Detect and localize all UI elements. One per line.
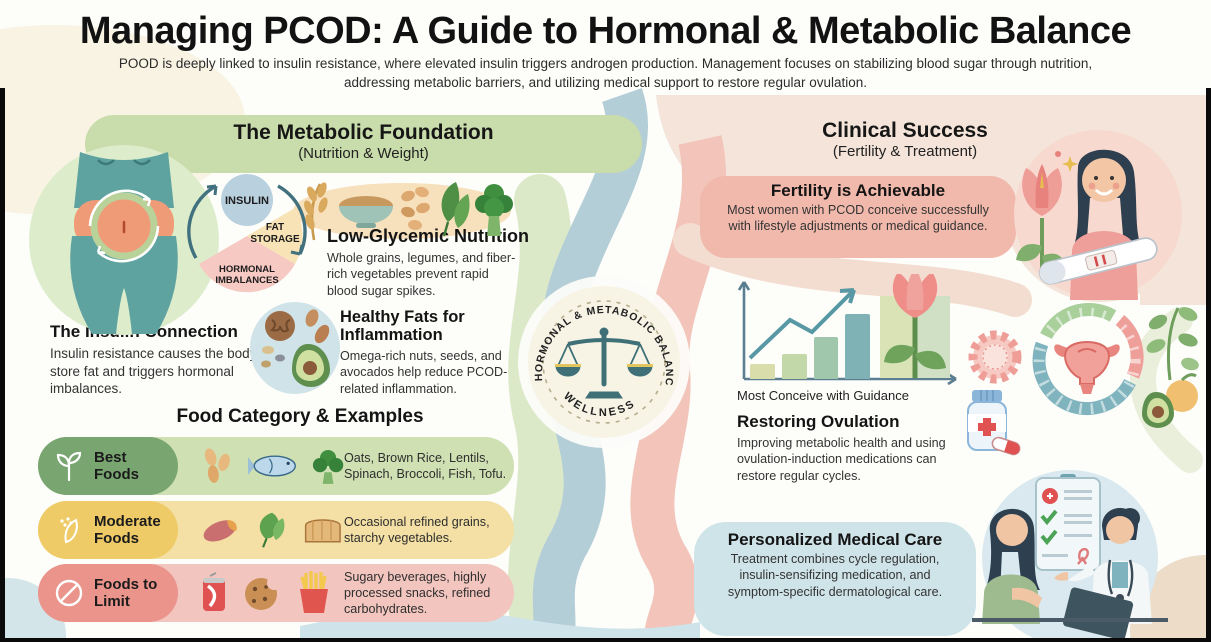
restoring-ovulation-title: Restoring Ovulation [737, 412, 900, 431]
soda-can-icon [203, 572, 225, 611]
food-row-moderate: Moderate Foods Occasional refined grains… [38, 501, 514, 559]
clinical-success-subtitle: (Fertility & Treatment) [832, 143, 978, 160]
avocado-plant-icon [1136, 300, 1206, 440]
uterus-icon [1054, 341, 1120, 394]
wheat-icon [304, 182, 328, 241]
svg-text:FAT: FAT [266, 222, 284, 233]
cookie-icon [245, 576, 281, 610]
svg-text:STORAGE: STORAGE [250, 234, 300, 245]
moderate-foods-pill: Moderate Foods [38, 501, 178, 559]
conception-bar [781, 354, 807, 379]
fertility-illustration [1012, 128, 1184, 300]
fertility-title: Fertility is Achievable [770, 181, 946, 200]
healthy-fats-title: Healthy Fats for Inflammation [340, 308, 465, 345]
food-row-best: Best Foods Oats, Brown Rice, Lentils, Sp [38, 437, 514, 495]
insulin-cycle-diagram: INSULIN FAT STORAGE HORMONAL IMBALANCES [178, 168, 316, 310]
fertility-body: Most women with PCOD conceive successful… [727, 203, 989, 234]
conception-bar [813, 337, 839, 379]
food-table-title: Food Category & Examples [176, 406, 424, 427]
grain-leaf-icon [60, 517, 78, 544]
chart-axes [737, 281, 957, 386]
conception-bars [750, 279, 870, 379]
fertility-banner: Fertility is Achievable Most women with … [700, 176, 1016, 258]
personalized-care-banner: Personalized Medical Care Treatment comb… [694, 522, 976, 636]
limit-foods-pill: Foods to Limit [38, 564, 178, 622]
wellness-badge: HORMONAL & METABOLIC BALANCE WELLNESS [524, 277, 680, 438]
patient-icon [982, 508, 1042, 624]
grain-bowl-icon [339, 196, 393, 228]
cycle-uterus-icon [1028, 302, 1146, 420]
ovum-icon [964, 326, 1026, 388]
page-title: Managing PCOD: A Guide to Hormonal & Met… [79, 10, 1132, 52]
metabolic-foundation-title: The Metabolic Foundation [233, 121, 494, 144]
limit-foods-icons [178, 571, 344, 615]
bread-icon [305, 519, 342, 543]
restoring-ovulation-body: Improving metabolic health and using ovu… [737, 436, 946, 483]
personalized-care-body: Treatment combines cycle regulation, ins… [727, 552, 943, 599]
healthy-fats-icons [256, 306, 340, 392]
limit-foods-label: Foods to Limit [94, 575, 158, 610]
best-foods-label: Best Foods [94, 448, 139, 483]
insulin-connection-body: Insulin resistance causes the body to st… [50, 346, 272, 397]
personalized-care-title: Personalized Medical Care [727, 530, 943, 549]
doctor-icon [1054, 508, 1152, 641]
fries-icon [300, 571, 328, 613]
svg-text:HORMONAL: HORMONAL [219, 264, 275, 275]
svg-text:IMBALANCES: IMBALANCES [215, 275, 278, 286]
food-row-limit: Foods to Limit Sugary beverages, highly … [38, 564, 514, 622]
medicine-bottle-icon [962, 388, 1022, 458]
page-subtitle: POOD is deeply linked to insulin resista… [118, 56, 1093, 90]
broccoli-icon [475, 184, 513, 236]
oats-icon [204, 448, 230, 483]
sparkle-icon [1062, 156, 1078, 172]
pregnancy-test-icon [1038, 237, 1158, 285]
walnut-icon [265, 311, 295, 341]
frame-edge-bottom [0, 638, 1211, 642]
seed-icon [275, 354, 285, 362]
chart-caption: Most Conceive with Guidance [737, 388, 909, 403]
almond-icon [305, 309, 319, 327]
best-foods-examples: Oats, Brown Rice, Lentils, Spinach, Broc… [344, 450, 507, 481]
seed-icon [262, 346, 274, 354]
healthy-fats-body: Omega-rich nuts, seeds, and avocados hel… [340, 349, 508, 396]
body-metabolism-illustration [28, 138, 220, 338]
balance-scale-icon [555, 327, 653, 399]
trend-arrow [748, 288, 856, 360]
low-glycemic-body: Whole grains, legumes, and fiber-rich ve… [327, 251, 516, 298]
sprout-icon [56, 451, 82, 482]
conception-chart [728, 274, 966, 386]
frame-edge-right [1206, 88, 1211, 642]
lettuce-icon [259, 512, 285, 548]
moderate-foods-label: Moderate Foods [94, 512, 161, 547]
metabolic-foundation-subtitle: (Nutrition & Weight) [298, 145, 429, 162]
legumes-icon [401, 186, 430, 231]
checklist-clipboard-icon [1035, 474, 1101, 571]
frame-edge-left [0, 88, 5, 642]
conception-bar [750, 364, 775, 379]
clinical-success-title: Clinical Success [822, 119, 988, 142]
cycle-node-insulin: INSULIN [225, 195, 269, 207]
fish-icon [247, 455, 296, 477]
best-foods-icons [178, 445, 344, 487]
low-glycemic-title: Low-Glycemic Nutrition [327, 226, 530, 246]
avocado-icon [292, 344, 330, 387]
tulip-growth-icon [880, 274, 950, 378]
torso-icon [29, 145, 219, 335]
broccoli-icon [312, 449, 344, 484]
clinical-success-banner: Clinical Success (Fertility & Treatment) [740, 119, 1070, 160]
sweet-potato-icon [203, 520, 237, 542]
limit-foods-examples: Sugary beverages, highly processed snack… [344, 569, 491, 617]
prohibited-icon [55, 579, 83, 607]
seed-icon [261, 360, 271, 368]
moderate-foods-icons [178, 509, 344, 551]
conception-bar [845, 314, 870, 379]
best-foods-pill: Best Foods [38, 437, 178, 495]
spinach-icon [441, 182, 470, 237]
low-glycemic-icons [296, 178, 526, 242]
doctor-consultation-illustration [972, 468, 1168, 642]
moderate-foods-examples: Occasional refined grains, starchy veget… [344, 514, 490, 545]
almond-icon [314, 324, 330, 344]
